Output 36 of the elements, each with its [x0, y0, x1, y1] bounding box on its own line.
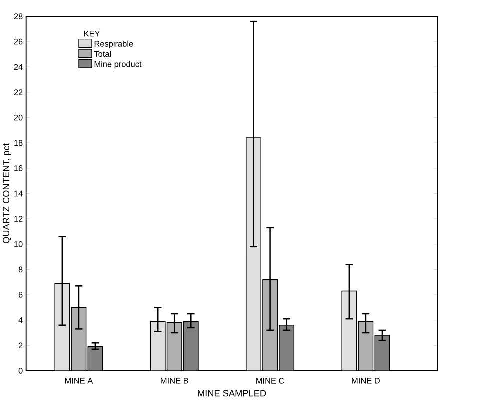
x-tick-label: MINE A [65, 378, 94, 384]
bar [279, 325, 295, 371]
bar [54, 283, 70, 371]
y-tick-label: 18 [14, 140, 23, 146]
y-tick-label: 28 [14, 14, 23, 20]
y-tick-label: 22 [14, 90, 23, 96]
legend-label: Respirable [94, 40, 134, 49]
y-tick-label: 20 [14, 114, 23, 121]
y-tick-label: 6 [18, 292, 23, 298]
bar [88, 346, 104, 371]
x-axis-title: MINE SAMPLED [198, 390, 266, 397]
bar [71, 307, 87, 371]
legend-label: Total [94, 51, 112, 58]
y-tick-label: 10 [14, 241, 23, 248]
y-tick-label: 24 [14, 64, 23, 70]
y-axis-title: QUARTZ CONTENT, pct [3, 144, 12, 244]
legend-title: KEY [84, 31, 100, 37]
y-tick-label: 26 [14, 38, 23, 45]
x-tick-label: MINE C [256, 378, 284, 384]
bar [374, 335, 390, 371]
y-tick-label: 4 [18, 318, 23, 324]
bar [246, 138, 262, 371]
y-tick-label: 0 [18, 368, 23, 374]
y-tick-label: 2 [18, 342, 23, 349]
y-tick-label: 14 [14, 190, 23, 197]
legend-label: Mine product [94, 61, 142, 69]
x-tick-label: MINE D [352, 378, 380, 384]
bar [150, 321, 166, 371]
bar [358, 321, 374, 371]
bar [183, 321, 199, 371]
x-tick-label: MINE B [161, 378, 188, 384]
y-tick-label: 12 [14, 216, 23, 222]
y-tick-label: 16 [14, 166, 23, 172]
bar [166, 322, 182, 371]
y-tick-label: 8 [18, 266, 23, 273]
bar [342, 290, 358, 371]
